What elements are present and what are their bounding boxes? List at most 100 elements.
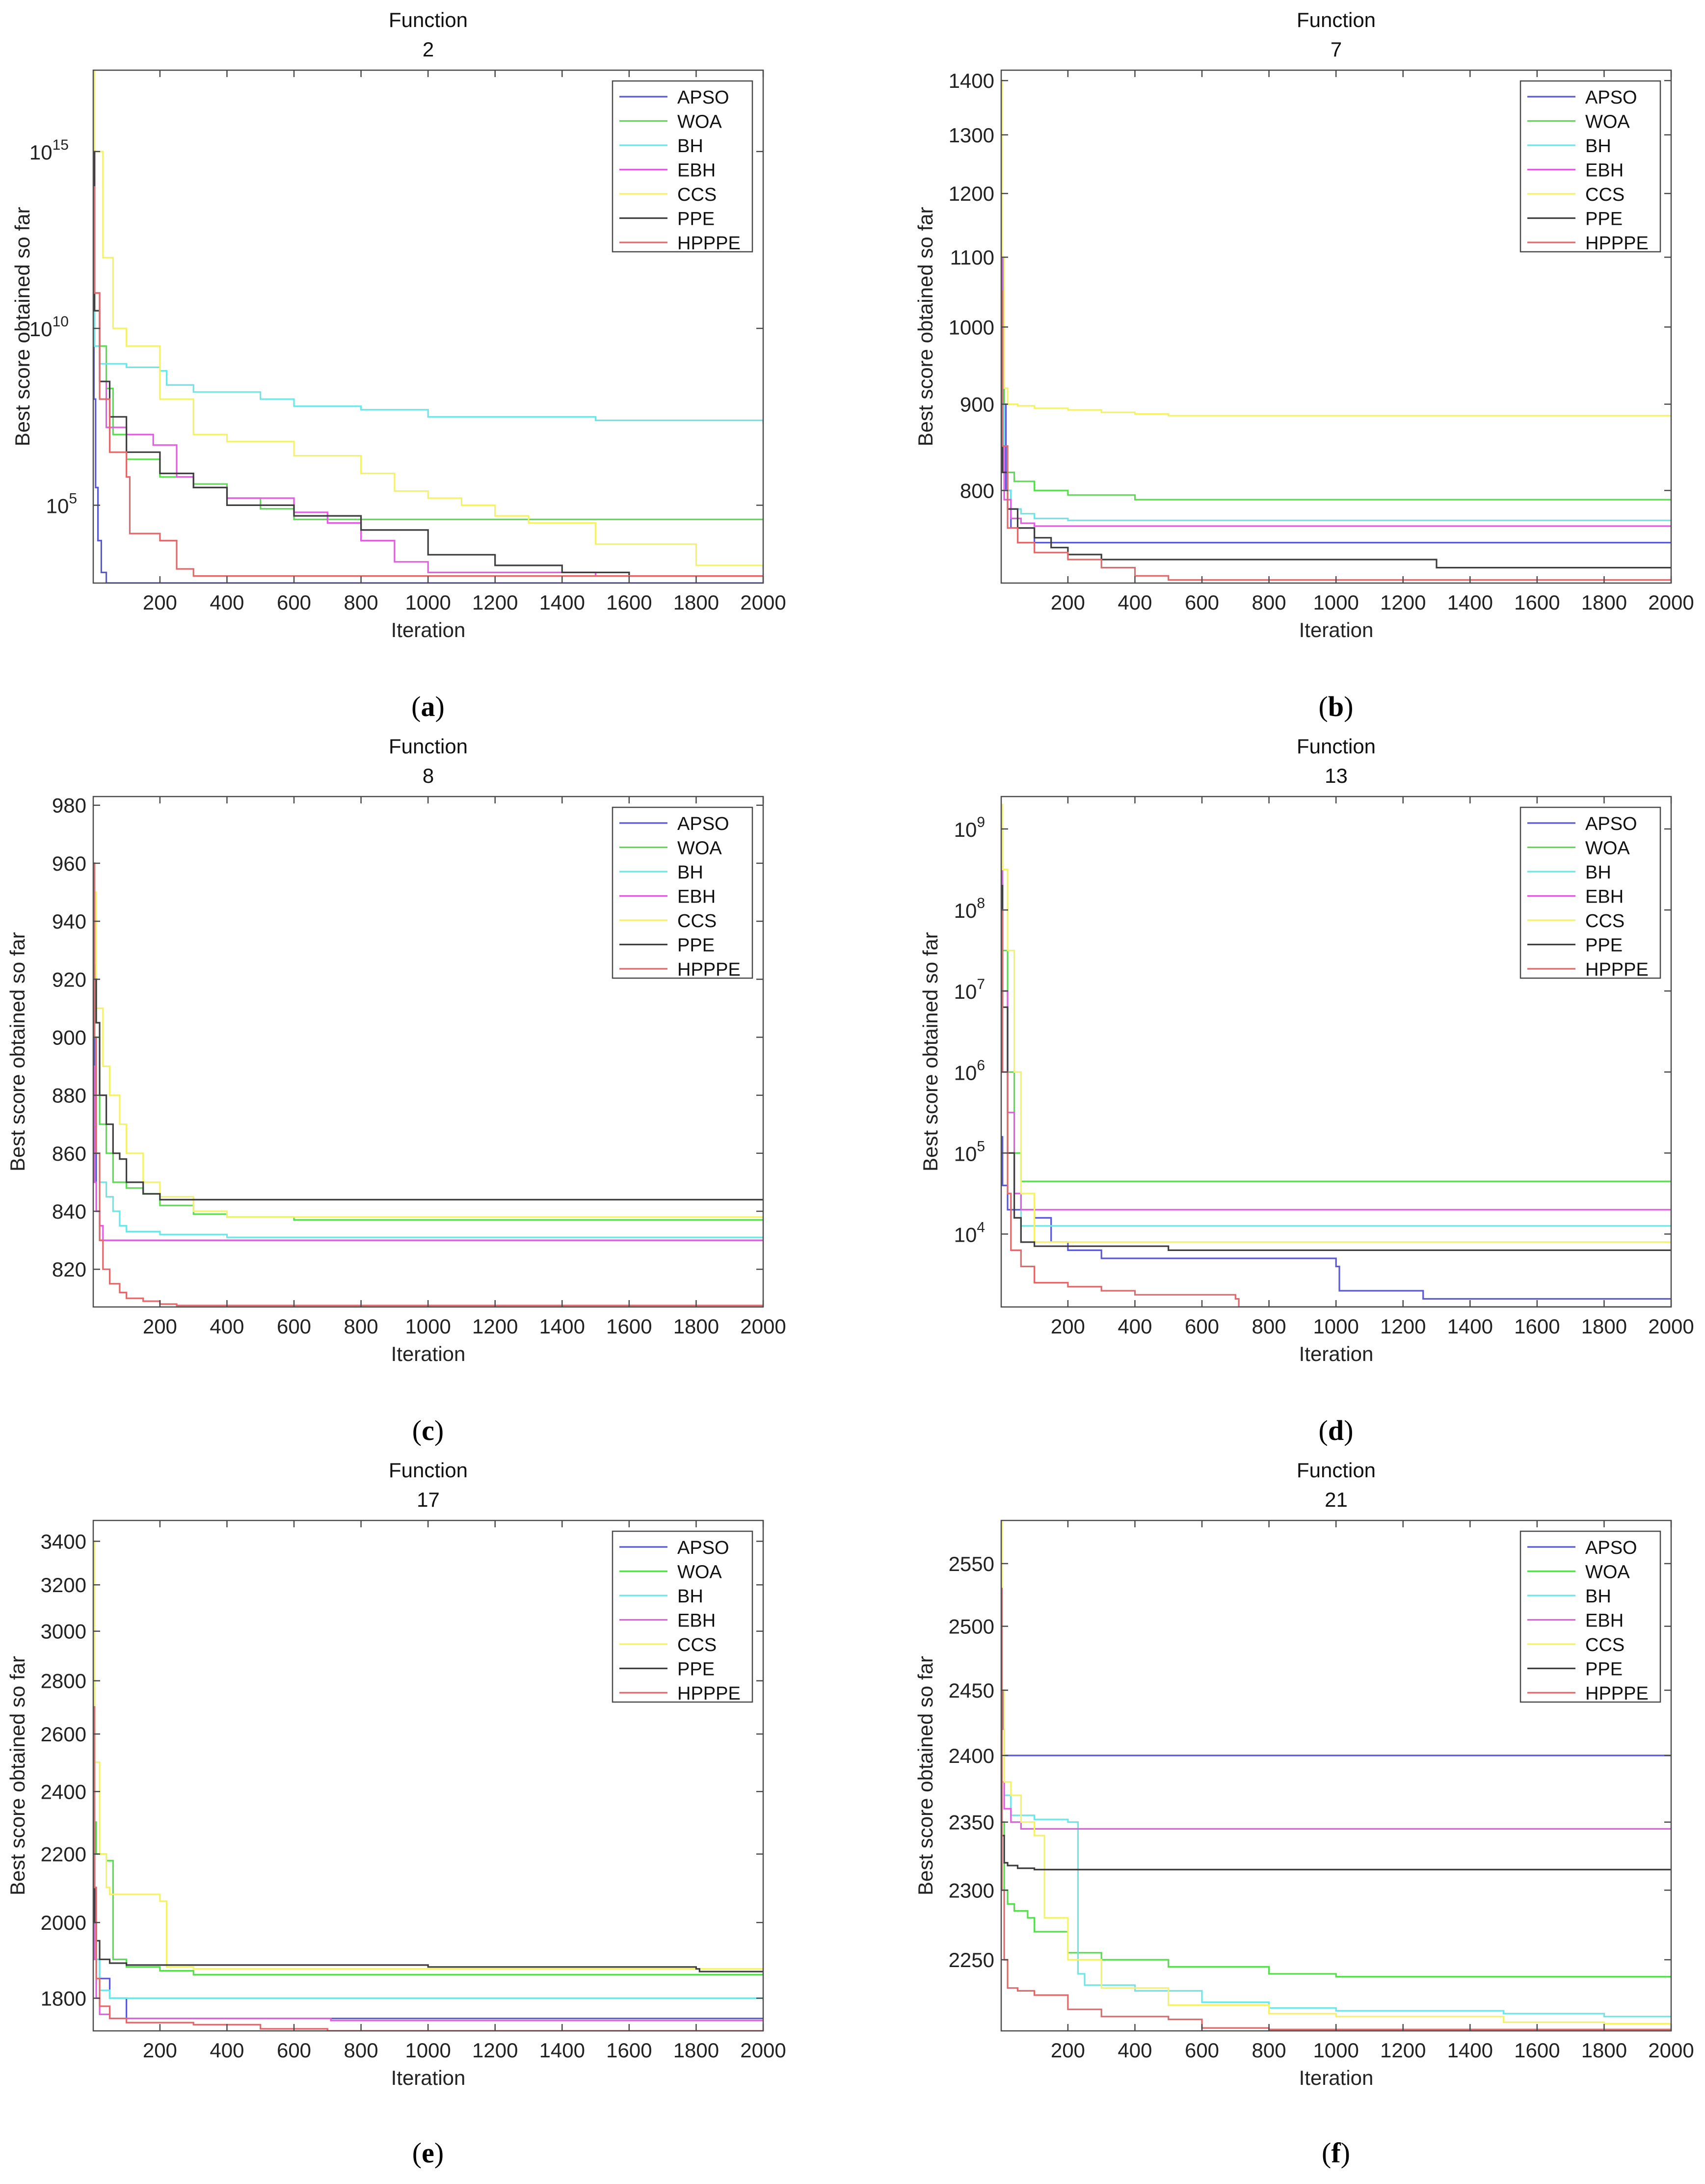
y-axis-label: Best score obtained so far xyxy=(914,1656,937,1895)
chart-b: Function 7 200 400 600 800 1000 1200 1400 1600 180… xyxy=(914,8,1694,641)
series-apso xyxy=(1001,1136,1671,1300)
series-ebh xyxy=(93,1853,763,2022)
x-tick-label: 400 xyxy=(1118,1315,1152,1338)
x-tick-label: 600 xyxy=(1185,1315,1219,1338)
legend: APSO WOA BH EBH CCS PPE HPPPE xyxy=(1519,806,1661,980)
x-axis-label: Iteration xyxy=(391,618,466,641)
x-tick-label: 600 xyxy=(1185,591,1219,614)
chart-title-line2: 21 xyxy=(1325,1488,1348,1511)
series-hpppe xyxy=(93,1706,763,2031)
y-tick-label: 1100 xyxy=(950,246,994,269)
series-hpppe xyxy=(1001,290,1671,581)
x-tick-label: 1000 xyxy=(1313,2039,1359,2062)
caption-f: (f) xyxy=(1322,2137,1350,2169)
legend-box xyxy=(1519,80,1661,253)
legend-label-ppe: PPE xyxy=(677,1659,715,1680)
x-tick-label: 1000 xyxy=(1313,1315,1359,1338)
y-tick-label: 1010 xyxy=(29,314,69,341)
legend-label-woa: WOA xyxy=(677,838,722,859)
chart-c: Function 8 200 400 600 800 1000 1200 1400 1600 180… xyxy=(6,735,786,1365)
x-tick-label: 1000 xyxy=(405,1315,451,1338)
y-tick-label: 1800 xyxy=(41,1987,86,2010)
series-woa xyxy=(1001,1625,1671,1978)
x-tick-label: 2000 xyxy=(1648,1315,1694,1338)
x-tick-label: 1400 xyxy=(1447,1315,1493,1338)
x-tick-label: 1000 xyxy=(1313,591,1359,614)
series-hpppe xyxy=(1001,909,1671,1307)
y-axis-label: Best score obtained so far xyxy=(11,207,34,447)
x-tick-label: 2000 xyxy=(1648,591,1694,614)
y-tick-label: 2300 xyxy=(949,1879,994,1902)
x-tick-label: 1400 xyxy=(539,1315,585,1338)
legend-label-bh: BH xyxy=(677,136,703,157)
x-tick-label: 1000 xyxy=(405,2039,451,2062)
x-tick-label: 1600 xyxy=(1514,2039,1560,2062)
x-tick-label: 1600 xyxy=(606,2039,652,2062)
x-tick-label: 1600 xyxy=(1514,591,1560,614)
x-tick-label: 400 xyxy=(210,2039,244,2062)
series-ppe xyxy=(93,978,763,1200)
x-tick-label: 1800 xyxy=(673,2039,719,2062)
x-tick-label: 2000 xyxy=(740,1315,786,1338)
legend-label-ccs: CCS xyxy=(677,1635,717,1655)
caption-c: (c) xyxy=(412,1414,444,1446)
legend-label-hpppe: HPPPE xyxy=(1585,1683,1649,1704)
y-tick-label: 1300 xyxy=(949,124,994,147)
y-tick-label: 2800 xyxy=(41,1670,86,1693)
x-tick-label: 200 xyxy=(143,591,177,614)
series-apso xyxy=(93,186,763,583)
legend-label-bh: BH xyxy=(1585,862,1611,883)
x-tick-label: 600 xyxy=(277,2039,311,2062)
legend-label-bh: BH xyxy=(1585,1586,1611,1607)
y-tick-label: 108 xyxy=(954,895,985,922)
legend: APSO WOA BH EBH CCS PPE HPPPE xyxy=(612,1530,753,1704)
y-tick-label: 2350 xyxy=(949,1811,994,1834)
x-tick-label: 200 xyxy=(1051,2039,1085,2062)
x-tick-label: 800 xyxy=(1252,2039,1286,2062)
x-axis-label: Iteration xyxy=(1299,2066,1374,2089)
y-tick-label: 107 xyxy=(954,976,985,1003)
series-woa xyxy=(93,1680,763,1975)
caption-a: (a) xyxy=(411,691,445,722)
legend-label-apso: APSO xyxy=(1585,814,1637,834)
legend-label-ppe: PPE xyxy=(1585,935,1623,956)
y-tick-label: 2400 xyxy=(41,1780,86,1803)
legend-label-ppe: PPE xyxy=(677,935,715,956)
x-tick-label: 1200 xyxy=(1380,1315,1426,1338)
y-tick-label: 820 xyxy=(52,1258,86,1281)
x-tick-label: 400 xyxy=(1118,2039,1152,2062)
caption-d-label: d xyxy=(1328,1414,1344,1446)
chart-title-line2: 17 xyxy=(417,1488,440,1511)
chart-e: Function 17 200 400 600 800 1000 1200 1400 1600 18… xyxy=(6,1459,786,2089)
legend: APSO WOA BH EBH CCS PPE HPPPE xyxy=(1519,80,1661,254)
y-tick-label: 900 xyxy=(52,1026,86,1049)
legend-label-woa: WOA xyxy=(1585,1562,1630,1583)
legend: APSO WOA BH EBH CCS PPE HPPPE xyxy=(612,806,753,980)
legend-label-woa: WOA xyxy=(677,112,722,133)
x-tick-label: 1800 xyxy=(673,1315,719,1338)
y-tick-label: 104 xyxy=(954,1219,985,1246)
legend-label-ccs: CCS xyxy=(1585,911,1625,932)
chart-title-line2: 8 xyxy=(423,764,434,787)
chart-title-line2: 7 xyxy=(1331,38,1342,61)
legend: APSO WOA BH EBH CCS PPE HPPPE xyxy=(1519,1530,1661,1704)
legend-label-bh: BH xyxy=(1585,136,1611,157)
y-tick-label: 800 xyxy=(960,479,994,502)
legend-label-ppe: PPE xyxy=(1585,209,1623,230)
legend-label-ebh: EBH xyxy=(677,160,716,181)
x-tick-label: 600 xyxy=(277,591,311,614)
legend-label-ccs: CCS xyxy=(1585,185,1625,205)
chart-title-line1: Function xyxy=(389,735,468,758)
series-ccs xyxy=(93,70,763,569)
legend-label-bh: BH xyxy=(677,862,703,883)
x-tick-label: 1200 xyxy=(472,2039,518,2062)
y-tick-label: 2600 xyxy=(41,1723,86,1746)
y-axis-label: Best score obtained so far xyxy=(914,207,937,447)
y-tick-label: 106 xyxy=(954,1057,985,1084)
series-bh xyxy=(93,257,763,424)
y-tick-label: 860 xyxy=(52,1142,86,1165)
x-tick-label: 200 xyxy=(143,2039,177,2062)
series-ppe xyxy=(1001,885,1671,1251)
y-tick-label: 920 xyxy=(52,968,86,991)
x-tick-label: 2000 xyxy=(740,2039,786,2062)
